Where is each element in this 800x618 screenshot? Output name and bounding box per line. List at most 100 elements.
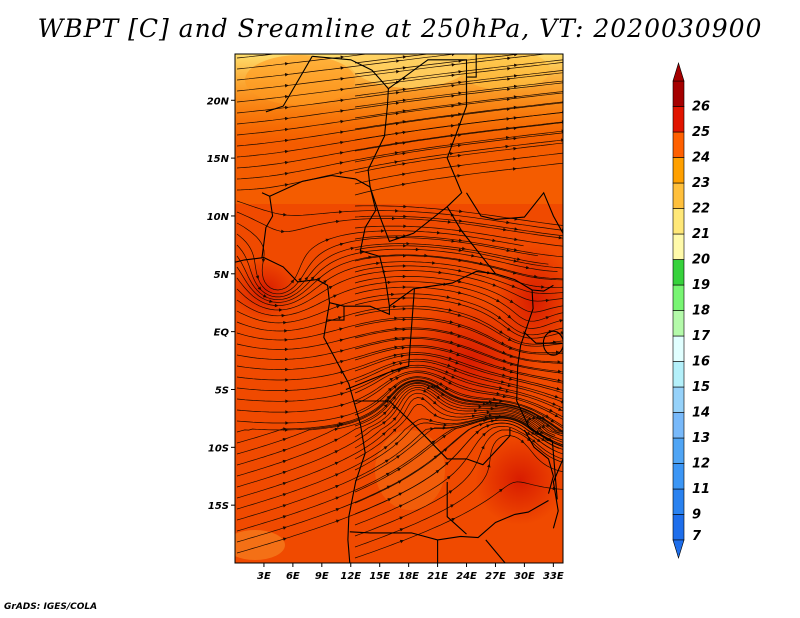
streamline-arrow — [402, 317, 407, 322]
streamline-arrow — [350, 246, 355, 251]
streamline-arrow — [516, 257, 521, 261]
streamline — [236, 130, 563, 180]
streamline-arrow — [443, 448, 448, 452]
colorbar-label: 20 — [692, 253, 710, 268]
streamline-arrow — [398, 504, 403, 508]
streamline-arrow — [282, 537, 287, 541]
colorbar-swatch — [672, 335, 685, 362]
streamline-arrow — [457, 174, 462, 178]
streamline-arrow — [499, 330, 504, 334]
streamline-arrow — [335, 219, 340, 224]
streamline-arrow — [505, 136, 510, 140]
streamline-arrow — [435, 469, 440, 474]
streamline-arrow — [339, 210, 343, 214]
streamline-arrow — [500, 341, 505, 345]
streamline-arrow — [557, 378, 562, 382]
streamline — [354, 435, 563, 548]
lat-tick-label: 10N — [207, 212, 230, 223]
streamline-arrow — [424, 253, 428, 258]
streamline — [236, 370, 563, 418]
colorbar-swatch — [672, 259, 685, 286]
streamline-arrow — [285, 367, 289, 372]
streamline-arrow — [502, 366, 507, 370]
streamline — [354, 276, 563, 313]
streamline-arrow — [395, 131, 400, 136]
streamline-arrow — [508, 346, 513, 350]
streamline-arrow — [368, 255, 373, 259]
lon-tick-label: 15E — [369, 571, 390, 582]
streamline-arrow — [450, 124, 455, 128]
streamline-arrow — [284, 116, 289, 121]
streamline-arrow — [514, 54, 518, 57]
streamline-arrow — [549, 408, 554, 412]
border-line — [465, 54, 477, 107]
streamline-arrow — [479, 423, 484, 427]
streamline-arrow — [563, 391, 567, 394]
streamline-arrow — [431, 440, 436, 444]
streamline — [354, 372, 563, 420]
streamline-arrow — [451, 84, 456, 88]
streamline-arrow — [457, 302, 462, 306]
lat-tick-label: 15S — [208, 501, 229, 512]
streamline-arrow — [399, 528, 404, 532]
map-area — [235, 49, 567, 563]
streamline-arrow — [462, 246, 466, 251]
streamline-arrow — [451, 73, 456, 77]
streamline-arrow — [285, 378, 289, 382]
streamline-arrow — [506, 248, 511, 252]
streamline-arrow — [446, 295, 451, 299]
streamline-arrow — [506, 117, 511, 121]
border-line — [485, 539, 506, 563]
streamline-arrow — [394, 316, 398, 320]
border-line — [235, 257, 366, 563]
streamline-arrow — [448, 490, 453, 494]
streamline-arrow — [402, 172, 406, 176]
streamline — [354, 392, 563, 449]
streamline-arrow — [541, 437, 546, 441]
streamline-arrow — [502, 350, 507, 354]
streamline-arrow — [448, 356, 453, 360]
streamline-arrow — [392, 428, 397, 432]
streamline-arrow — [455, 361, 460, 365]
streamline-arrow — [449, 152, 454, 156]
streamline — [354, 416, 563, 471]
streamline-arrow — [488, 413, 493, 417]
streamline-arrow — [449, 320, 454, 324]
streamline-arrow — [392, 361, 397, 365]
streamline-arrow — [429, 418, 434, 422]
colorbar-label: 22 — [692, 202, 710, 217]
streamline — [236, 270, 563, 311]
streamline-arrow — [563, 342, 567, 346]
streamline-arrow — [334, 427, 339, 431]
streamline-arrow — [537, 426, 542, 430]
streamline-arrow — [394, 441, 399, 446]
streamline — [236, 72, 563, 114]
streamline-arrow — [338, 422, 343, 426]
streamline-arrow — [531, 431, 536, 435]
streamline-arrow — [458, 49, 462, 53]
streamline — [354, 297, 563, 339]
streamline-arrow — [439, 382, 444, 386]
streamline-arrow — [492, 238, 496, 243]
streamline-arrow — [527, 417, 532, 421]
streamline-arrow — [496, 298, 500, 303]
streamline — [236, 397, 554, 499]
streamline-arrow — [554, 394, 559, 399]
streamline-arrow — [509, 377, 513, 381]
streamline — [236, 327, 563, 363]
streamline-arrow — [499, 386, 503, 390]
streamline-arrow — [282, 448, 287, 453]
streamline-arrow — [387, 280, 392, 285]
streamline-arrow — [486, 401, 490, 405]
streamline-arrow — [478, 405, 483, 409]
streamline-arrow — [389, 378, 394, 382]
streamline-arrow — [396, 455, 401, 459]
streamline-arrow — [479, 261, 484, 266]
streamline-arrow — [511, 284, 516, 288]
streamline-arrow — [261, 258, 266, 263]
country-borders — [235, 54, 563, 563]
lon-tick-label: 27E — [485, 571, 506, 582]
streamline-arrow — [394, 151, 399, 155]
streamline-arrow — [282, 470, 287, 475]
streamline-arrow — [338, 316, 342, 320]
